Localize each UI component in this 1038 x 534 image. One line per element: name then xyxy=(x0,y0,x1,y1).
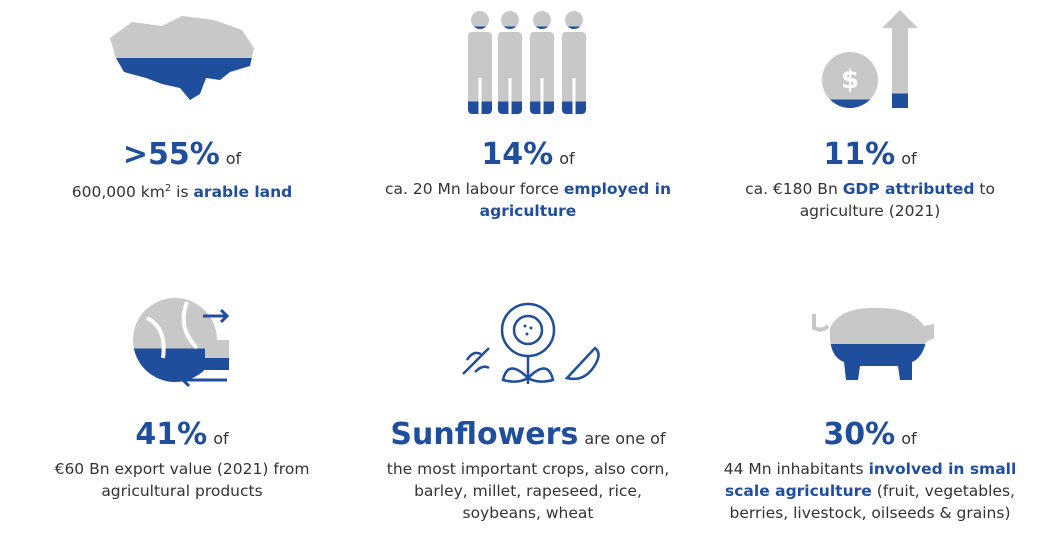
headline: 30% xyxy=(823,417,896,452)
headline-row: 11% of xyxy=(700,136,1038,178)
connector: of xyxy=(901,149,917,168)
description-part: the most important crops, also corn, bar… xyxy=(386,460,670,522)
description-part: involved in small scale agriculture xyxy=(725,460,1017,500)
connector: of xyxy=(213,429,229,448)
connector: of xyxy=(901,429,917,448)
headline: Sunflowers xyxy=(390,417,579,452)
headline-row: >55% of xyxy=(12,136,352,178)
card: $ 11% of ca. €180 Bn GDP attributed to ag… xyxy=(700,8,1038,222)
description-part: GDP attributed xyxy=(842,180,975,198)
headline: >55% xyxy=(122,137,220,172)
connector: are one of xyxy=(584,429,666,448)
description-part: ca. €180 Bn xyxy=(745,180,843,198)
description-part: (fruit, vegetables, berries, livestock, … xyxy=(729,482,1015,522)
description-part: to agriculture (2021) xyxy=(799,180,995,220)
description-part: 44 Mn inhabitants xyxy=(723,460,869,478)
card: Sunflowers are one of the most important … xyxy=(358,288,698,524)
description-part: is xyxy=(171,183,194,202)
headline: 41% xyxy=(135,417,208,452)
headline-row: Sunflowers are one of xyxy=(358,416,698,458)
description: the most important crops, also corn, bar… xyxy=(386,458,671,524)
card: 14% of ca. 20 Mn labour force employed in… xyxy=(358,8,698,222)
export-icon xyxy=(133,298,230,388)
description-part: employed in agriculture xyxy=(479,180,672,220)
card: 30% of 44 Mn inhabitants involved in smal… xyxy=(700,288,1038,524)
description: ca. €180 Bn GDP attributed to agricultur… xyxy=(725,178,1015,222)
description-part: arable land xyxy=(193,183,293,202)
description-part: ca. 20 Mn labour force xyxy=(384,180,564,198)
description: 600,000 km2 is arable land xyxy=(22,178,342,203)
card: >55% of 600,000 km2 is arable land xyxy=(12,8,352,203)
sunflower-icon xyxy=(462,302,600,384)
headline-row: 30% of xyxy=(700,416,1038,458)
description-part: 2 xyxy=(164,183,172,194)
description: ca. 20 Mn labour force employed in agric… xyxy=(378,178,678,222)
connector: of xyxy=(225,149,242,168)
description: 44 Mn inhabitants involved in small scal… xyxy=(705,458,1035,524)
headline-row: 41% of xyxy=(12,416,352,458)
people-icon xyxy=(468,11,586,114)
svg-text:$: $ xyxy=(841,65,859,95)
connector: of xyxy=(559,149,575,168)
headline: 14% xyxy=(481,137,554,172)
growth-icon: $ xyxy=(822,10,918,108)
ukraine-icon xyxy=(110,16,254,100)
description: €60 Bn export value (2021) from agricult… xyxy=(22,458,342,502)
description-part: €60 Bn export value (2021) from agricult… xyxy=(54,460,310,500)
pig-icon xyxy=(812,307,934,380)
description-part: 600,000 km xyxy=(71,183,165,202)
card: 41% of €60 Bn export value (2021) from ag… xyxy=(12,288,352,502)
headline-row: 14% of xyxy=(358,136,698,178)
headline: 11% xyxy=(823,137,896,172)
